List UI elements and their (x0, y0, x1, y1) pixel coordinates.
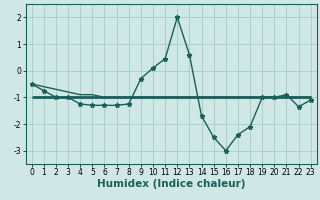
X-axis label: Humidex (Indice chaleur): Humidex (Indice chaleur) (97, 179, 245, 189)
